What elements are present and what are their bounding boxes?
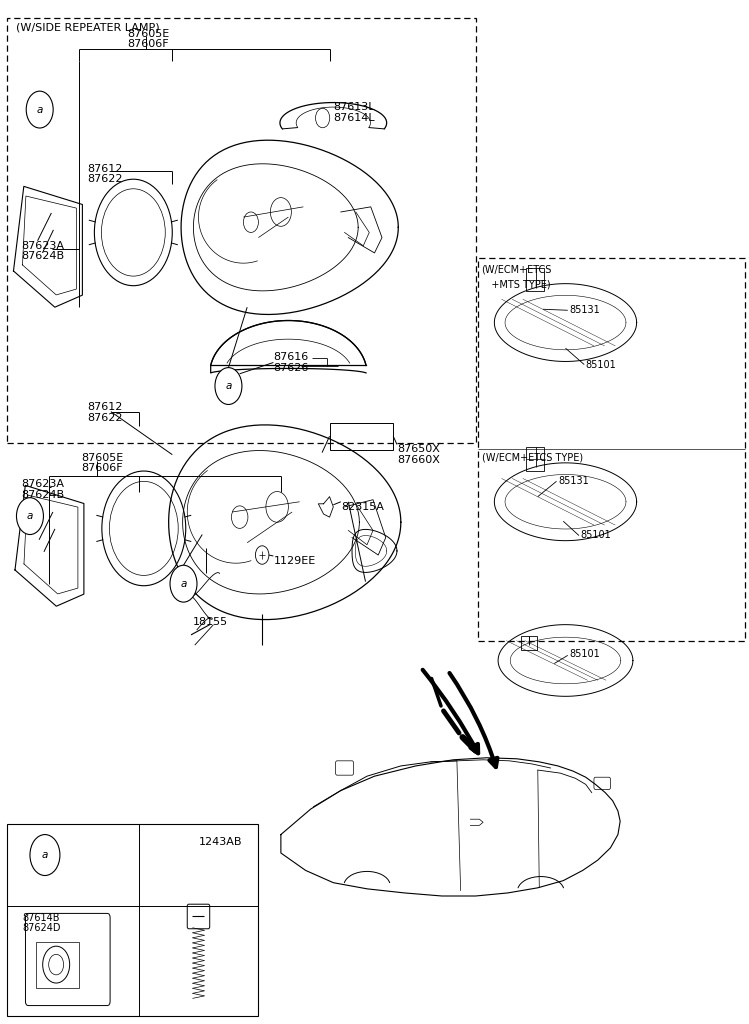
Text: 87614L: 87614L bbox=[333, 113, 375, 123]
Text: 87624B: 87624B bbox=[21, 251, 64, 261]
Text: (W/SIDE REPEATER LAMP): (W/SIDE REPEATER LAMP) bbox=[16, 23, 160, 33]
Text: (W/ECM+ETCS TYPE): (W/ECM+ETCS TYPE) bbox=[482, 453, 583, 463]
Text: 87605E: 87605E bbox=[127, 29, 169, 39]
Circle shape bbox=[26, 91, 53, 128]
Text: 87650X: 87650X bbox=[397, 444, 440, 455]
Text: 87614B: 87614B bbox=[22, 913, 60, 924]
Bar bbox=[527, 447, 544, 471]
Text: 87612: 87612 bbox=[88, 402, 123, 413]
Bar bbox=[527, 268, 544, 292]
Text: (W/ECM+ETCS: (W/ECM+ETCS bbox=[482, 264, 552, 274]
Text: a: a bbox=[37, 104, 43, 115]
Bar bbox=[330, 423, 393, 450]
Text: 87626: 87626 bbox=[273, 362, 309, 373]
FancyBboxPatch shape bbox=[594, 777, 610, 790]
Circle shape bbox=[215, 368, 242, 404]
Bar bbox=[36, 942, 79, 988]
Text: 18155: 18155 bbox=[193, 617, 228, 628]
Text: 85101: 85101 bbox=[586, 360, 616, 371]
Text: 87624D: 87624D bbox=[22, 923, 61, 933]
Bar bbox=[521, 636, 537, 650]
Text: 87616: 87616 bbox=[273, 352, 309, 362]
Text: 1129EE: 1129EE bbox=[273, 556, 315, 566]
Text: 87606F: 87606F bbox=[127, 39, 169, 49]
Text: +MTS TYPE): +MTS TYPE) bbox=[482, 280, 551, 290]
Text: 87622: 87622 bbox=[88, 174, 123, 184]
Text: 87606F: 87606F bbox=[81, 463, 123, 473]
Text: 87613L: 87613L bbox=[333, 102, 374, 113]
Circle shape bbox=[30, 835, 60, 876]
Text: 87612: 87612 bbox=[88, 164, 123, 174]
Text: 87605E: 87605E bbox=[81, 453, 123, 463]
Circle shape bbox=[170, 565, 197, 602]
Text: 85131: 85131 bbox=[569, 305, 600, 315]
Text: 87623A: 87623A bbox=[21, 241, 64, 251]
Text: a: a bbox=[42, 850, 48, 860]
Text: 87622: 87622 bbox=[88, 413, 123, 423]
Text: 85101: 85101 bbox=[580, 530, 611, 541]
Text: 85101: 85101 bbox=[569, 649, 600, 659]
Text: 87623A: 87623A bbox=[21, 479, 64, 489]
Text: a: a bbox=[225, 381, 231, 391]
Text: a: a bbox=[181, 579, 187, 589]
Text: 87660X: 87660X bbox=[397, 455, 440, 465]
Text: 87624B: 87624B bbox=[21, 489, 64, 500]
Text: 85131: 85131 bbox=[558, 476, 589, 486]
Circle shape bbox=[16, 498, 43, 535]
FancyBboxPatch shape bbox=[336, 761, 354, 775]
Text: a: a bbox=[27, 511, 33, 521]
Bar bbox=[7, 824, 258, 1016]
Text: 1243AB: 1243AB bbox=[198, 837, 242, 847]
Text: 82315A: 82315A bbox=[341, 502, 383, 512]
